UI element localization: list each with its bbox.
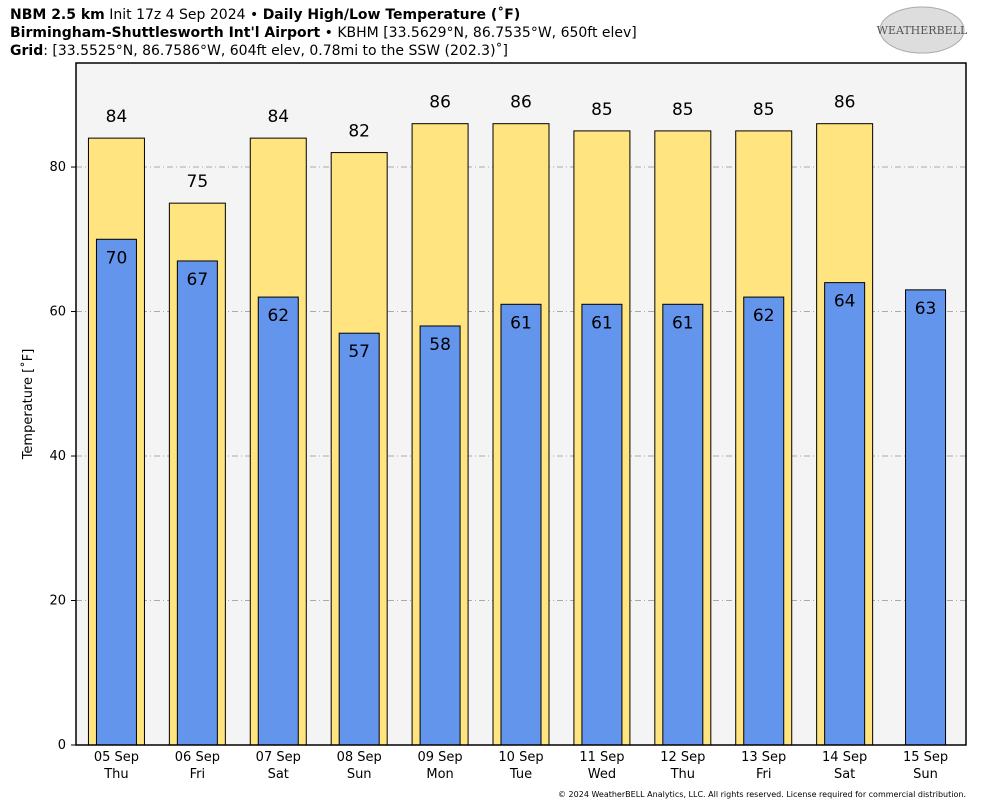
y-tick-label: 40	[49, 449, 66, 464]
x-tick-weekday: Mon	[426, 767, 453, 782]
y-tick-label: 60	[49, 305, 66, 320]
bar	[743, 296, 785, 746]
data-label: 85	[591, 100, 613, 120]
header-line-3: Grid: [33.5525°N, 86.7586°W, 604ft elev,…	[10, 42, 508, 59]
y-axis-label: Temperature [˚F]	[20, 349, 36, 461]
x-tick-weekday: Thu	[670, 767, 695, 782]
data-label: 61	[510, 313, 532, 333]
x-tick-label: 07 Sep	[256, 750, 301, 765]
data-label: 75	[187, 172, 209, 192]
x-tick-weekday: Wed	[588, 767, 616, 782]
x-tick-label: 08 Sep	[337, 750, 382, 765]
logo: WEATHERBELL	[877, 24, 968, 37]
y-tick-label: 20	[49, 594, 66, 609]
bar	[581, 303, 623, 746]
x-tick-label: 05 Sep	[94, 750, 139, 765]
y-tick-label: 80	[49, 160, 66, 175]
bar	[500, 303, 542, 746]
data-label: 62	[267, 306, 289, 326]
data-label: 61	[672, 313, 694, 333]
x-tick-weekday: Sat	[834, 767, 855, 782]
bar	[905, 289, 947, 746]
data-label: 86	[429, 93, 451, 113]
header-line-1: NBM 2.5 km Init 17z 4 Sep 2024 • Daily H…	[10, 6, 520, 23]
x-tick-weekday: Fri	[190, 767, 206, 782]
x-tick-weekday: Fri	[756, 767, 772, 782]
plot-frame	[75, 62, 967, 746]
product: Daily High/Low Temperature (˚F)	[263, 6, 521, 23]
header-line-2: Birmingham-Shuttlesworth Int'l Airport •…	[10, 25, 637, 41]
separator: •	[325, 25, 333, 41]
data-label: 86	[510, 93, 532, 113]
station: Birmingham-Shuttlesworth Int'l Airport	[10, 25, 320, 41]
bar	[338, 332, 380, 746]
x-tick-label: 11 Sep	[579, 750, 624, 765]
station-info: KBHM [33.5629°N, 86.7535°W, 650ft elev]	[337, 25, 636, 41]
bar	[257, 296, 299, 746]
data-label: 85	[753, 100, 775, 120]
bar	[176, 260, 218, 746]
x-tick-weekday: Sat	[268, 767, 289, 782]
init: Init 17z 4 Sep 2024	[109, 7, 245, 23]
footer: © 2024 WeatherBELL Analytics, LLC. All r…	[558, 790, 966, 799]
x-tick-label: 10 Sep	[498, 750, 543, 765]
data-label: 62	[753, 306, 775, 326]
model: NBM 2.5 km	[10, 7, 105, 23]
bar	[419, 325, 461, 746]
data-label: 84	[106, 107, 128, 127]
bar	[95, 238, 137, 746]
data-label: 58	[429, 335, 451, 355]
bar	[824, 282, 866, 746]
data-label: 86	[834, 93, 856, 113]
data-label: 82	[348, 122, 370, 142]
data-label: 70	[106, 248, 128, 268]
data-label: 63	[915, 299, 937, 319]
data-label: 67	[187, 270, 209, 290]
x-tick-label: 09 Sep	[417, 750, 462, 765]
y-tick-label: 0	[58, 738, 66, 753]
data-label: 64	[834, 292, 856, 312]
x-tick-weekday: Sun	[913, 767, 938, 782]
x-tick-weekday: Tue	[509, 767, 532, 782]
x-tick-label: 15 Sep	[903, 750, 948, 765]
x-tick-label: 12 Sep	[660, 750, 705, 765]
data-label: 84	[267, 107, 289, 127]
x-tick-label: 14 Sep	[822, 750, 867, 765]
x-tick-label: 13 Sep	[741, 750, 786, 765]
data-label: 85	[672, 100, 694, 120]
separator: •	[250, 7, 258, 23]
data-label: 57	[348, 342, 370, 362]
grid-info: : [33.5525°N, 86.7586°W, 604ft elev, 0.7…	[43, 42, 508, 59]
bar	[662, 303, 704, 746]
x-tick-label: 06 Sep	[175, 750, 220, 765]
x-tick-weekday: Thu	[103, 767, 128, 782]
grid-label: Grid	[10, 43, 43, 59]
logo-badge	[879, 6, 965, 54]
x-tick-weekday: Sun	[347, 767, 372, 782]
data-label: 61	[591, 313, 613, 333]
